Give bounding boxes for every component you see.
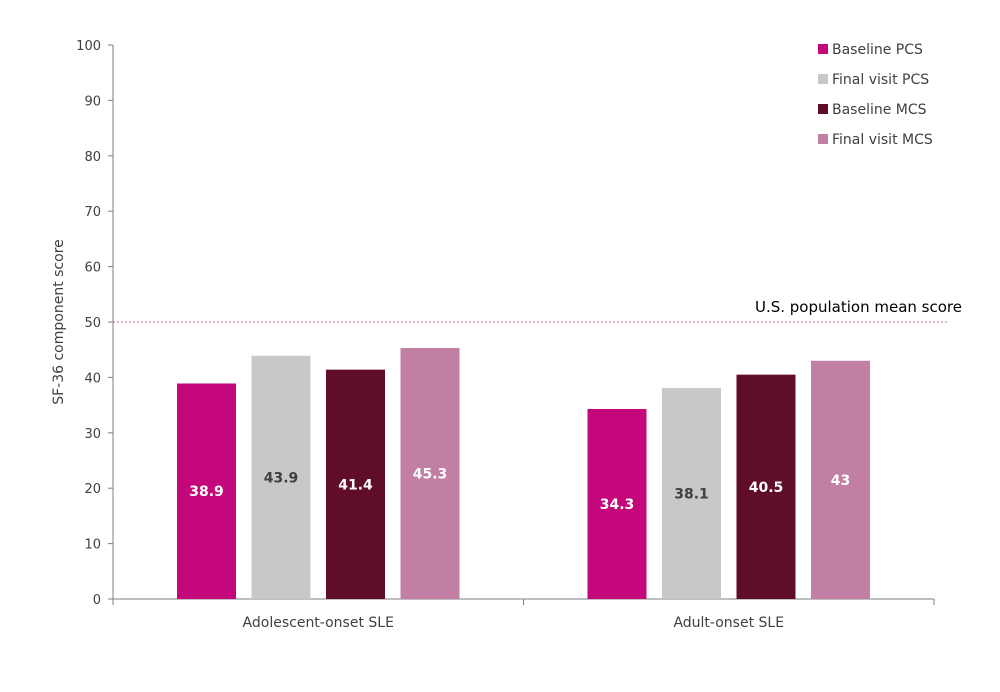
y-tick-label: 30 <box>84 427 101 442</box>
legend: Baseline PCS Final visit PCS Baseline MCS F… <box>818 42 933 148</box>
y-tick-label: 10 <box>84 538 101 553</box>
x-tick-label: Adult-onset SLE <box>673 615 784 631</box>
data-label: 41.4 <box>338 477 373 493</box>
legend-label: Final visit PCS <box>832 72 929 88</box>
bar <box>811 360 870 599</box>
y-tick-label: 20 <box>84 482 101 497</box>
y-tick-label: 50 <box>84 316 101 331</box>
data-label: 43.9 <box>264 470 299 486</box>
y-tick-label: 0 <box>93 593 101 608</box>
legend-swatch <box>818 134 828 144</box>
data-label: 34.3 <box>600 497 635 513</box>
y-tick-label: 40 <box>84 371 101 386</box>
legend-label: Final visit MCS <box>832 132 933 148</box>
bar <box>251 355 311 599</box>
data-label: 40.5 <box>749 480 784 496</box>
bar <box>326 369 385 599</box>
bar <box>177 383 236 599</box>
bar <box>400 348 460 599</box>
bar <box>662 387 721 599</box>
bars: 38.9 34.3 43.9 38.1 41.4 40.5 45.3 43 <box>177 348 870 599</box>
y-tick-label: 80 <box>84 150 101 165</box>
x-tick-label: Adolescent-onset SLE <box>243 615 394 631</box>
legend-swatch <box>818 44 828 54</box>
y-axis-label: SF-36 component score <box>51 239 67 405</box>
y-tick-label: 70 <box>84 205 101 220</box>
data-label: 38.9 <box>189 484 224 500</box>
y-tick-label: 90 <box>84 94 101 109</box>
bar <box>736 374 796 599</box>
y-tick-label: 100 <box>76 39 101 54</box>
legend-swatch <box>818 104 828 114</box>
data-label: 38.1 <box>674 486 709 502</box>
legend-swatch <box>818 74 828 84</box>
bar <box>587 408 647 599</box>
data-label: 45.3 <box>413 467 448 483</box>
y-tick-label: 60 <box>84 261 101 276</box>
legend-label: Baseline PCS <box>832 42 923 58</box>
legend-label: Baseline MCS <box>832 102 927 118</box>
axes: 0 10 20 30 40 50 60 70 80 90 100 Adolescent-onset S… <box>76 39 962 631</box>
data-label: 43 <box>831 473 850 489</box>
reference-line-label: U.S. population mean score <box>755 298 962 316</box>
